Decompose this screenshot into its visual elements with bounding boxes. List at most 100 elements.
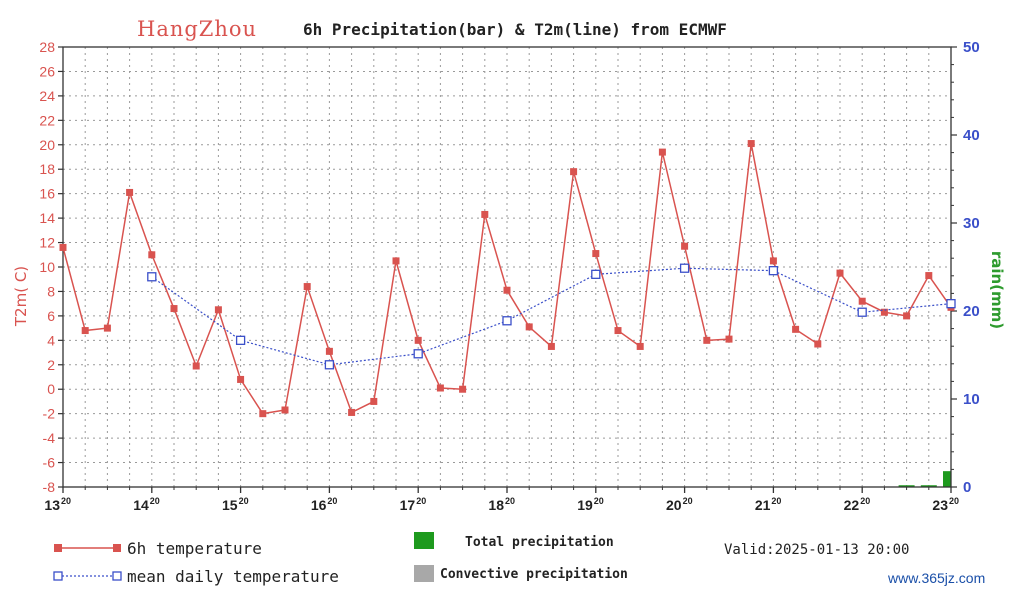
x-tick-label: 23 20 (932, 496, 959, 513)
y-right-tick-label: 20 (963, 303, 980, 320)
y-left-tick-label: 0 (47, 381, 55, 397)
x-tick-label-day: 15 (222, 497, 238, 513)
temperature-point (703, 336, 711, 344)
mean-temperature-point (857, 307, 867, 317)
x-tick-label: 16 20 (311, 496, 338, 513)
temperature-point (858, 297, 866, 305)
mean-temperature-point (679, 263, 690, 273)
temperature-point (614, 327, 622, 335)
temperature-point (503, 286, 511, 294)
temperature-point (570, 168, 578, 176)
grid (62, 46, 952, 488)
temperature-point (325, 347, 333, 355)
temperature-point (281, 406, 289, 414)
legend-label-6h-temperature: 6h temperature (127, 539, 262, 558)
precipitation-bars (898, 471, 951, 487)
mean-temperature-point (591, 269, 601, 279)
x-tick-label: 20 20 (666, 496, 693, 513)
x-tick-label: 18 20 (488, 496, 515, 513)
temperature-point (747, 140, 755, 148)
temperature-line (62, 143, 952, 415)
temperature-point (214, 306, 222, 314)
legend-item-convective-precipitation: Convective precipitation (414, 565, 628, 582)
x-tick-label: 19 20 (577, 496, 604, 513)
x-tick-label-day: 22 (844, 497, 860, 513)
temperature-point (59, 243, 67, 251)
temperature-point (392, 257, 400, 265)
temperature-point (259, 410, 267, 418)
x-tick-label-day: 20 (666, 497, 682, 513)
series (59, 140, 956, 418)
temperature-point (792, 325, 800, 333)
mean-temperature-point (324, 360, 335, 370)
temperature-point (103, 324, 111, 332)
mean-temperature-point (235, 335, 246, 345)
y-left-tick-label: -8 (43, 479, 56, 495)
valid-time: Valid:2025-01-13 20:00 (724, 542, 909, 558)
y-left-tick-label: 6 (47, 308, 55, 324)
temperature-point (81, 327, 89, 335)
y-left-tick-label: 20 (39, 137, 55, 153)
temperature-point (237, 375, 245, 383)
y-left-tick-label: 22 (39, 112, 55, 128)
x-tick-label: 14 20 (133, 496, 160, 513)
y-left-tick-label: 16 (39, 186, 55, 202)
x-tick-label-hour: 20 (860, 496, 870, 506)
y-left-tick-label: 8 (47, 283, 55, 299)
y-left-tick-label: 18 (39, 161, 55, 177)
y-left-tick-label: -2 (43, 406, 56, 422)
temperature-point (880, 308, 888, 316)
y-left-tick-label: 26 (39, 63, 55, 79)
y-left-tick-label: 14 (39, 210, 55, 226)
y-left-tick-label: 10 (39, 259, 55, 275)
x-tick-label: 17 20 (400, 496, 427, 513)
y-right-tick-label: 0 (963, 479, 971, 496)
y-left-tick-label: 12 (39, 235, 55, 251)
mean-temperature-point (768, 266, 779, 276)
temperature-point (592, 250, 600, 258)
x-tick-label: 22 20 (844, 496, 871, 513)
precipitation-bar (898, 485, 915, 487)
temperature-point (126, 188, 134, 196)
temperature-point (148, 251, 156, 259)
x-tick-label: 13 20 (44, 496, 71, 513)
x-tick-label-hour: 20 (327, 496, 337, 506)
mean-temperature-line (151, 267, 952, 366)
temperature-point (814, 340, 822, 348)
legend-label-mean-daily-temperature: mean daily temperature (127, 567, 339, 586)
x-tick-label-day: 17 (400, 497, 416, 513)
chart-title: HangZhou 6h Precipitation(bar) & T2m(lin… (137, 17, 727, 41)
y-left-tick-label: 24 (39, 88, 55, 104)
x-tick-label: 21 20 (755, 496, 782, 513)
watermark: www.365jz.com (887, 570, 985, 586)
x-tick-label: 15 20 (222, 496, 249, 513)
mean-temperature-point (413, 349, 423, 359)
temperature-point (481, 210, 489, 218)
x-tick-label-day: 18 (488, 497, 504, 513)
legend: 6h temperature mean daily temperature To… (53, 532, 628, 586)
temperature-point (459, 385, 467, 393)
x-tick-label-day: 21 (755, 497, 771, 513)
temperature-point (547, 342, 555, 350)
x-tick-label-day: 19 (577, 497, 593, 513)
mean-temperature-point (502, 316, 512, 326)
temperature-point (636, 342, 644, 350)
y-right-tick-label: 10 (963, 391, 980, 408)
legend-swatch-total-precipitation (414, 532, 434, 549)
temperature-point (348, 408, 356, 416)
x-tick-label-hour: 20 (150, 496, 160, 506)
legend-label-total-precipitation: Total precipitation (465, 535, 614, 550)
temperature-point (769, 257, 777, 265)
y-axis-left-label: T2m( C) (12, 266, 30, 327)
temperature-point (525, 323, 533, 331)
temperature-point (170, 305, 178, 313)
x-tick-label-hour: 20 (416, 496, 426, 506)
x-tick-label-hour: 20 (61, 496, 71, 506)
legend-item-total-precipitation: Total precipitation (414, 532, 614, 550)
x-tick-label-hour: 20 (683, 496, 693, 506)
temperature-point (436, 384, 444, 392)
temperature-point (414, 336, 422, 344)
temperature-point (925, 272, 933, 280)
